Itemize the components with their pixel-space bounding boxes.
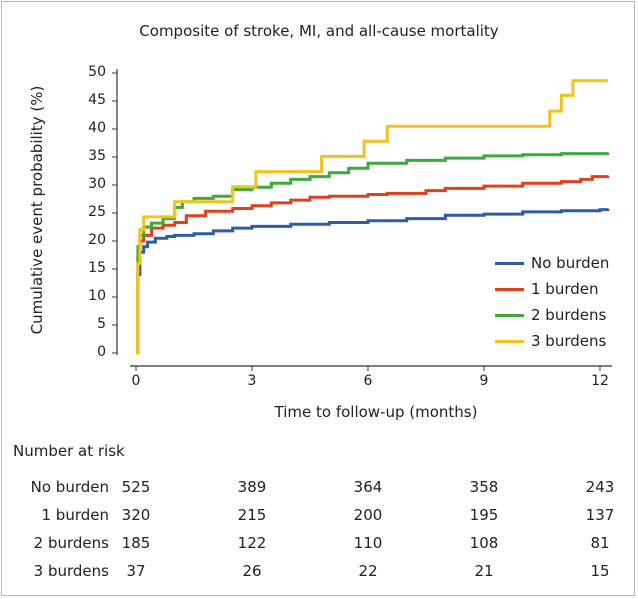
x-tick-label: 3: [247, 373, 257, 389]
y-tick-label: 45: [88, 92, 106, 108]
risk-row: 1 burden 320 215 200 195 137: [0, 506, 638, 528]
y-tick-label: 50: [88, 64, 106, 80]
series-line-no-burden: [136, 208, 610, 355]
risk-count: 243: [585, 478, 615, 496]
risk-group-label: 3 burdens: [33, 562, 109, 580]
risk-count: 320: [121, 506, 151, 524]
y-tick-label: 20: [88, 232, 106, 248]
risk-table-title: Number at risk: [13, 442, 125, 460]
y-tick-label: 0: [97, 344, 106, 360]
risk-count: 195: [469, 506, 499, 524]
risk-count: 108: [469, 534, 499, 552]
x-tick-label: 12: [591, 373, 609, 389]
y-tick-label: 25: [88, 204, 106, 220]
y-tick-label: 30: [88, 176, 106, 192]
risk-count: 26: [242, 562, 262, 580]
risk-count: 389: [237, 478, 267, 496]
legend-label: 1 burden: [531, 280, 599, 298]
risk-count: 364: [353, 478, 383, 496]
risk-count: 215: [237, 506, 267, 524]
x-axis-label: Time to follow-up (months): [274, 403, 478, 421]
risk-row: 3 burdens 37 26 22 21 15: [0, 562, 638, 584]
legend-label: No burden: [531, 254, 610, 272]
risk-count: 37: [126, 562, 146, 580]
risk-group-label: 2 burdens: [33, 534, 109, 552]
risk-row: 2 burdens 185 122 110 108 81: [0, 534, 638, 556]
risk-group-label: No burden: [30, 478, 109, 496]
legend-swatch: [495, 262, 524, 265]
x-tick-label: 0: [131, 373, 141, 389]
series-line-2-burdens: [136, 152, 610, 355]
risk-row: No burden 525 389 364 358 243: [0, 478, 638, 500]
risk-count: 185: [121, 534, 151, 552]
risk-count: 81: [590, 534, 610, 552]
risk-count: 22: [358, 562, 378, 580]
y-tick-label: 5: [97, 316, 106, 332]
risk-count: 200: [353, 506, 383, 524]
risk-group-label: 1 burden: [41, 506, 110, 524]
legend-swatch: [495, 314, 524, 317]
risk-count: 525: [121, 478, 151, 496]
risk-count: 122: [237, 534, 267, 552]
y-tick-label: 40: [88, 120, 106, 136]
risk-count: 110: [353, 534, 383, 552]
legend-swatch: [495, 340, 524, 343]
legend-label: 2 burdens: [531, 306, 607, 324]
x-tick-label: 9: [479, 373, 489, 389]
risk-count: 21: [474, 562, 494, 580]
risk-count: 15: [590, 562, 610, 580]
y-tick-label: 15: [88, 260, 106, 276]
legend-label: 3 burdens: [531, 332, 607, 350]
chart-title: Composite of stroke, MI, and all-cause m…: [139, 22, 499, 40]
y-axis-label: Cumulative event probability (%): [28, 85, 46, 335]
legend-swatch: [495, 288, 524, 291]
y-tick-label: 10: [88, 288, 106, 304]
y-tick-label: 35: [88, 148, 106, 164]
series-line-3-burdens: [136, 79, 608, 355]
x-tick-label: 6: [363, 373, 373, 389]
risk-count: 137: [585, 506, 615, 524]
risk-count: 358: [469, 478, 499, 496]
